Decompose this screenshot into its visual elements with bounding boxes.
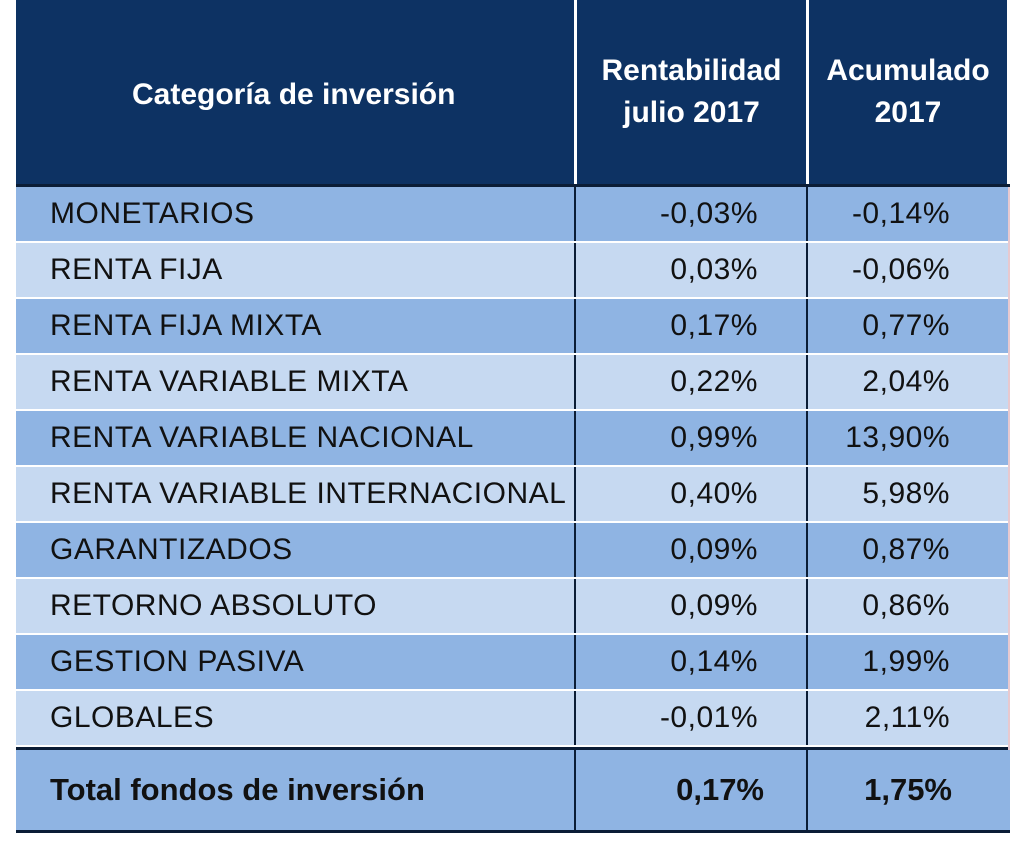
row-monthly-return: -0,01% [574, 691, 806, 745]
table-row: MONETARIOS -0,03% -0,14% [16, 187, 1010, 243]
row-category: GESTION PASIVA [50, 645, 305, 678]
table-row: GLOBALES -0,01% 2,11% [16, 691, 1010, 747]
row-category: RENTA VARIABLE NACIONAL [50, 421, 474, 454]
row-monthly-return: 0,99% [574, 411, 806, 465]
table-row: RENTA FIJA MIXTA 0,17% 0,77% [16, 299, 1010, 355]
row-category: GLOBALES [50, 701, 215, 734]
table-row: RENTA FIJA 0,03% -0,06% [16, 243, 1010, 299]
row-category: RENTA FIJA [50, 253, 223, 286]
row-category: RETORNO ABSOLUTO [50, 589, 377, 622]
row-category: RENTA FIJA MIXTA [50, 309, 322, 342]
row-ytd-return: 5,98% [806, 467, 1010, 521]
header-monthly-line1: Rentabilidad [601, 54, 782, 87]
table-row: RENTA VARIABLE NACIONAL 0,99% 13,90% [16, 411, 1010, 467]
total-row: Total fondos de inversión 0,17% 1,75% [16, 747, 1010, 833]
row-category: RENTA VARIABLE INTERNACIONAL [50, 477, 567, 510]
row-ytd-return: 2,11% [806, 691, 1010, 745]
header-ytd: Acumulado 2017 [806, 0, 1010, 184]
row-ytd-return: 0,77% [806, 299, 1010, 353]
header-ytd-line2: 2017 [874, 96, 942, 129]
row-monthly-return: 0,14% [574, 635, 806, 689]
row-ytd-return: 13,90% [806, 411, 1010, 465]
total-monthly-return: 0,17% [574, 750, 806, 830]
row-ytd-return: 0,87% [806, 523, 1010, 577]
header-monthly-line2: julio 2017 [623, 96, 760, 129]
row-monthly-return: 0,22% [574, 355, 806, 409]
row-category: MONETARIOS [50, 197, 255, 230]
row-monthly-return: 0,09% [574, 579, 806, 633]
row-monthly-return: -0,03% [574, 187, 806, 241]
total-ytd-return: 1,75% [806, 750, 1010, 830]
table-row: RENTA VARIABLE MIXTA 0,22% 2,04% [16, 355, 1010, 411]
row-monthly-return: 0,03% [574, 243, 806, 297]
row-ytd-return: -0,06% [806, 243, 1010, 297]
header-category: Categoría de inversión [16, 0, 574, 184]
row-ytd-return: 2,04% [806, 355, 1010, 409]
header-monthly: Rentabilidad julio 2017 [574, 0, 806, 184]
row-monthly-return: 0,40% [574, 467, 806, 521]
row-category: RENTA VARIABLE MIXTA [50, 365, 409, 398]
header-category-label: Categoría de inversión [132, 78, 456, 111]
header-ytd-line1: Acumulado [826, 54, 990, 87]
table-row: RENTA VARIABLE INTERNACIONAL 0,40% 5,98% [16, 467, 1010, 523]
row-monthly-return: 0,17% [574, 299, 806, 353]
row-ytd-return: 0,86% [806, 579, 1010, 633]
row-ytd-return: 1,99% [806, 635, 1010, 689]
row-category: GARANTIZADOS [50, 533, 293, 566]
row-monthly-return: 0,09% [574, 523, 806, 577]
table-row: GARANTIZADOS 0,09% 0,87% [16, 523, 1010, 579]
table-row: RETORNO ABSOLUTO 0,09% 0,86% [16, 579, 1010, 635]
table-header: Categoría de inversión Rentabilidad juli… [16, 0, 1010, 187]
table-right-edge [1008, 187, 1010, 750]
row-ytd-return: -0,14% [806, 187, 1010, 241]
returns-table: Categoría de inversión Rentabilidad juli… [16, 0, 1010, 836]
table-row: GESTION PASIVA 0,14% 1,99% [16, 635, 1010, 691]
total-label: Total fondos de inversión [50, 772, 425, 807]
